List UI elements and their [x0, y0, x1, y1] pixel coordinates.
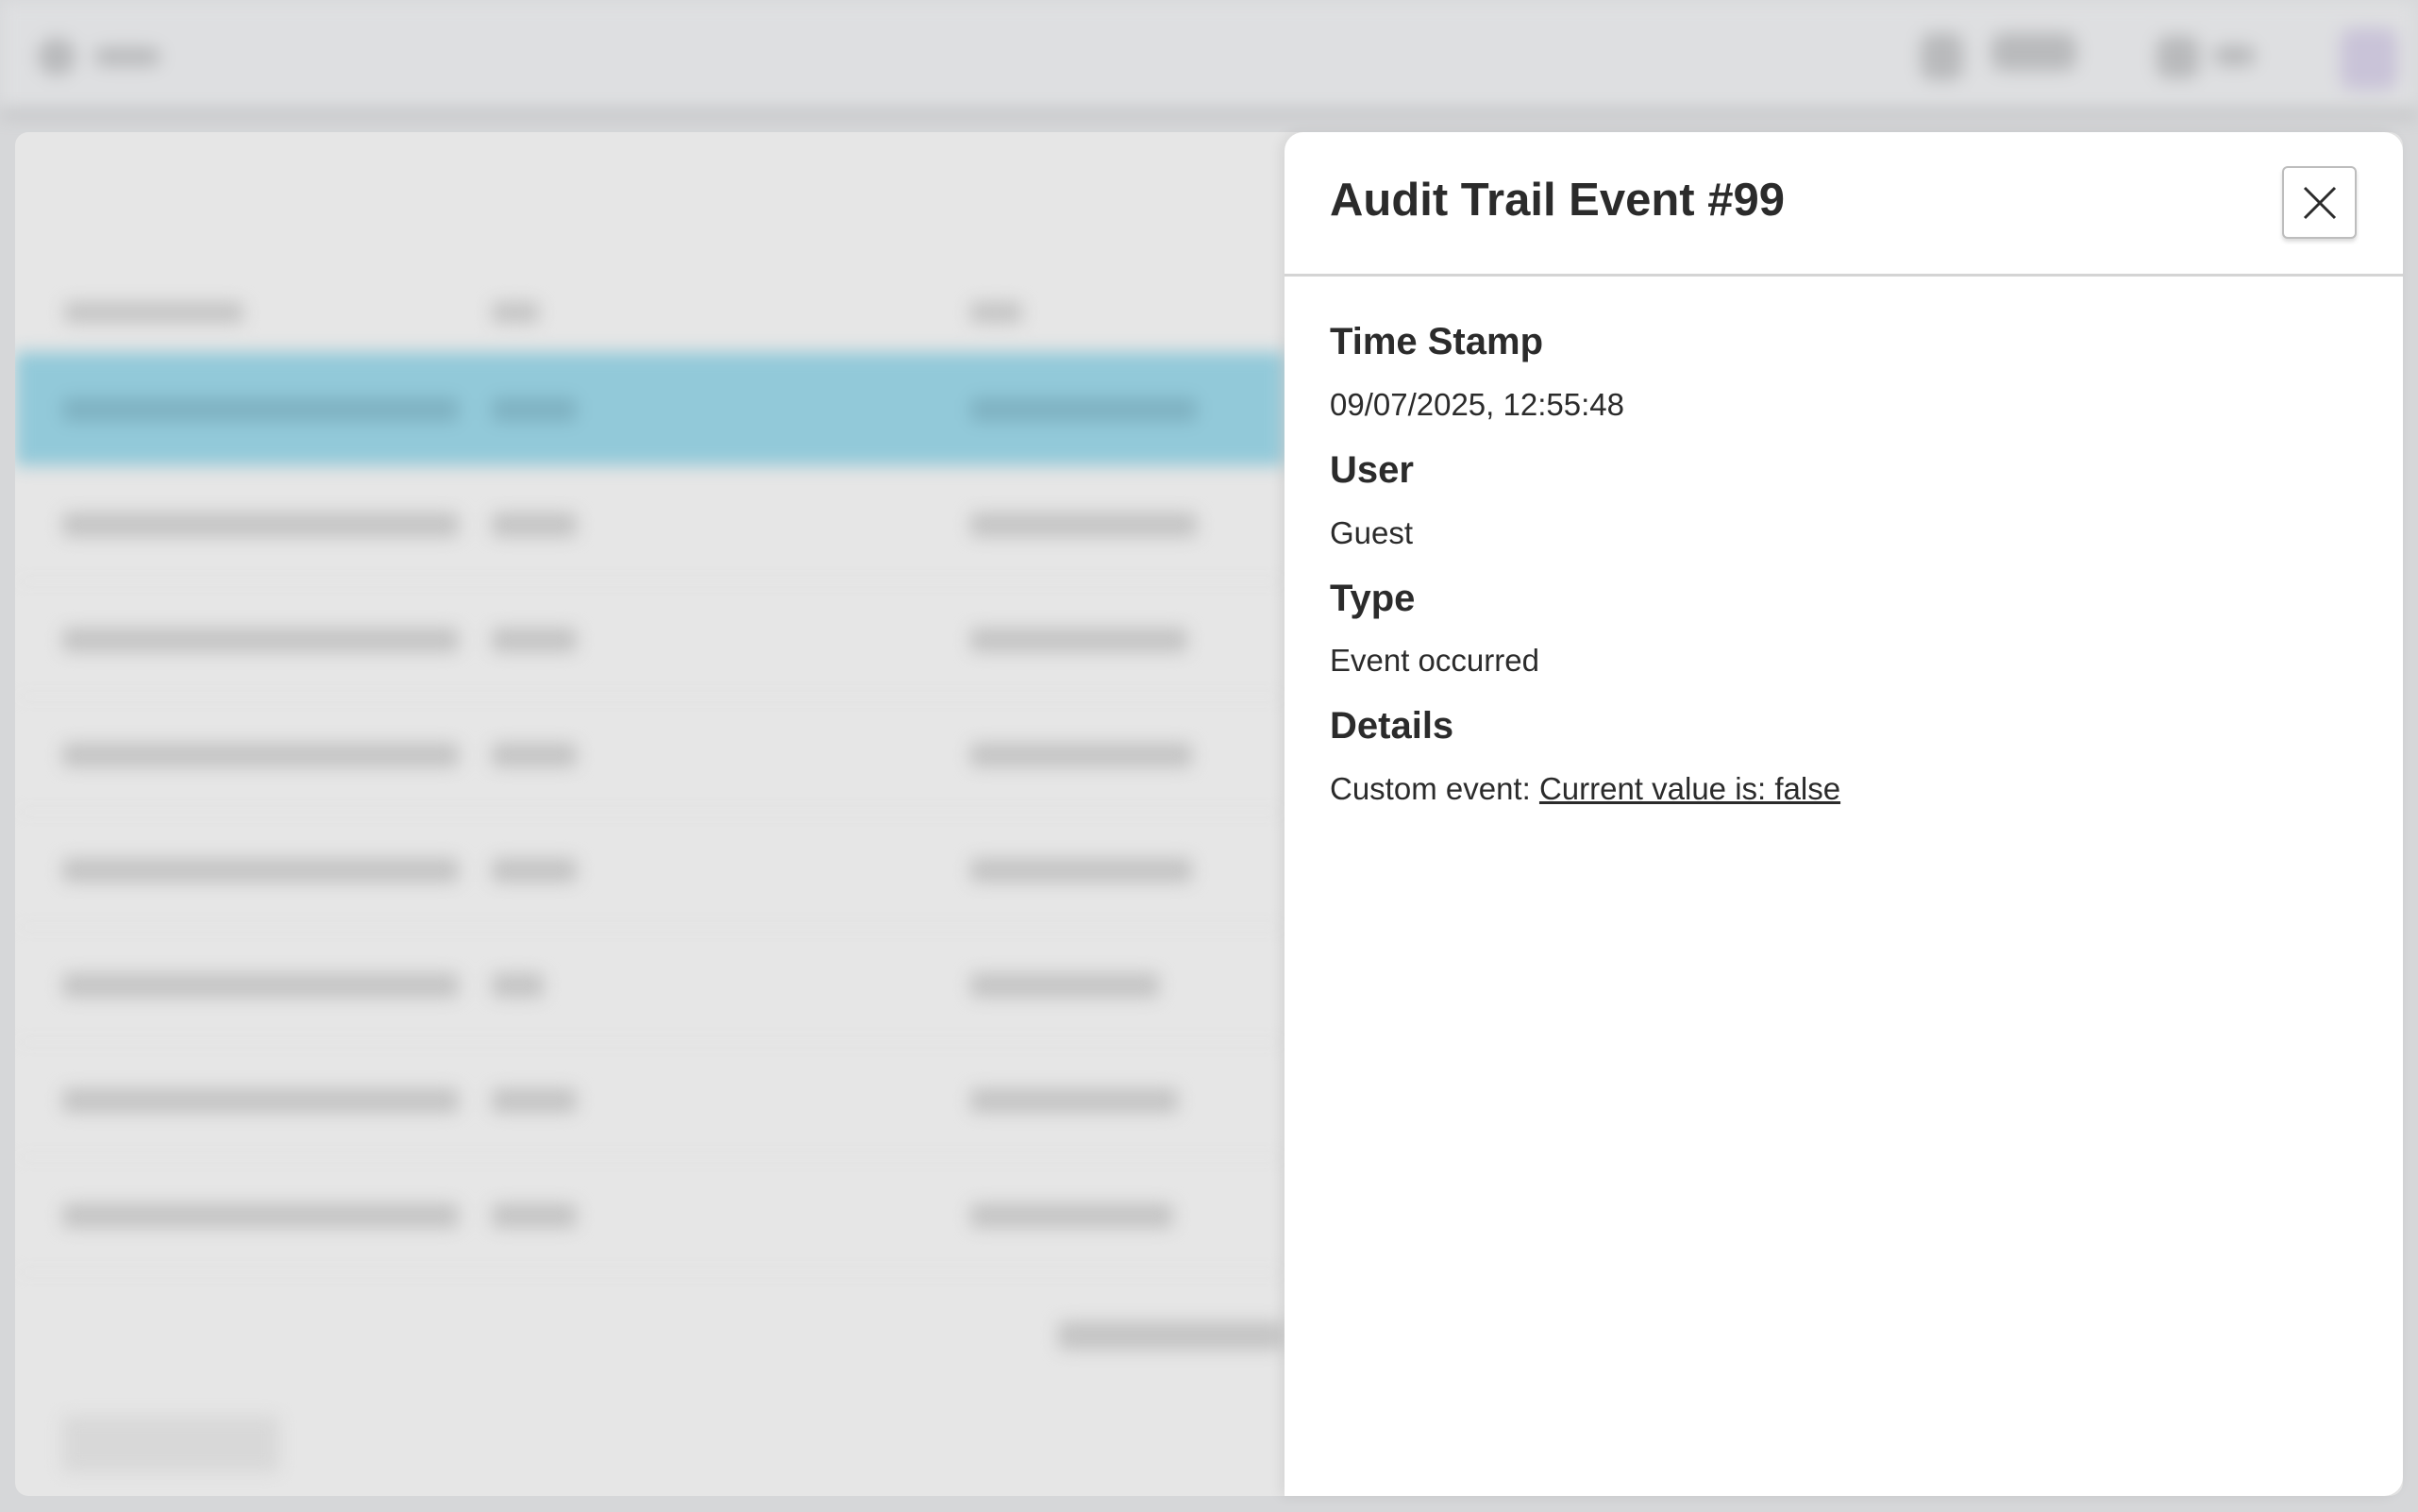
menu-icon: [38, 38, 76, 76]
table-row[interactable]: [15, 467, 1285, 582]
table-row-selected[interactable]: [15, 352, 1285, 467]
event-detail-panel: Audit Trail Event #99 Time Stamp 09/07/2…: [1285, 132, 2403, 1496]
header-col-type: [970, 302, 1022, 323]
details-value: Custom event: Current value is: false: [1330, 771, 1840, 807]
user-icon: [1921, 33, 1963, 80]
details-link[interactable]: Current value is: false: [1538, 771, 1841, 806]
table-row[interactable]: [15, 1043, 1285, 1158]
language-label-blurred: [2213, 45, 2256, 66]
language-icon: [2157, 36, 2199, 78]
top-bar-blurred: [0, 0, 2418, 114]
user-label-blurred: [1991, 33, 2076, 71]
user-value: Guest: [1330, 515, 1414, 550]
table-row[interactable]: [15, 582, 1285, 697]
app-logo: [2341, 28, 2397, 90]
table-row[interactable]: [15, 928, 1285, 1043]
header-col-user: [492, 302, 539, 323]
table-row[interactable]: [15, 1158, 1285, 1273]
details-label: Details: [1330, 705, 1454, 747]
close-button[interactable]: [2282, 166, 2357, 239]
table-row[interactable]: [15, 813, 1285, 928]
details-prefix: Custom event:: [1330, 771, 1539, 806]
timestamp-value: 09/07/2025, 12:55:48: [1330, 387, 1624, 422]
type-value: Event occurred: [1330, 643, 1539, 678]
menu-label-blurred: [94, 47, 160, 66]
user-label: User: [1330, 449, 1414, 491]
close-x-icon: [2303, 186, 2336, 219]
previous-button-blurred[interactable]: [62, 1416, 279, 1472]
table-row[interactable]: [15, 697, 1285, 813]
panel-title: Audit Trail Event #99: [1330, 175, 1785, 226]
type-label: Type: [1330, 578, 1416, 619]
header-divider: [1285, 274, 2403, 277]
pagination-blurred: [1058, 1321, 1285, 1350]
timestamp-label: Time Stamp: [1330, 321, 1543, 362]
header-col-timestamp: [64, 302, 243, 323]
